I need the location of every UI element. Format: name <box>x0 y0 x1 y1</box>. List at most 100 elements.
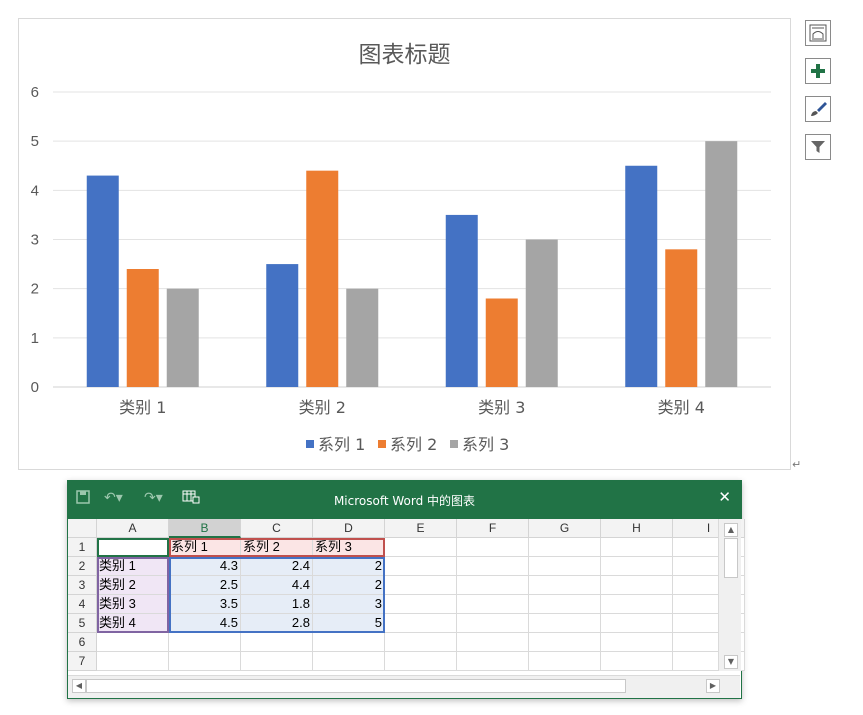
active-cell[interactable] <box>97 538 169 557</box>
grid-cell[interactable] <box>457 633 529 652</box>
bar[interactable] <box>166 288 199 387</box>
column-header[interactable]: H <box>601 519 673 538</box>
grid-cell[interactable] <box>601 633 673 652</box>
legend-swatch[interactable] <box>450 440 458 448</box>
grid-cell[interactable] <box>529 652 601 671</box>
grid-cell[interactable]: 2.4 <box>241 557 313 576</box>
x-category-label[interactable]: 类别 4 <box>658 398 705 417</box>
column-header[interactable]: C <box>241 519 313 538</box>
scroll-down-button[interactable]: ▼ <box>724 655 738 669</box>
grid-cell[interactable] <box>385 538 457 557</box>
column-header[interactable]: G <box>529 519 601 538</box>
bar[interactable] <box>266 264 299 387</box>
save-icon[interactable] <box>76 490 90 508</box>
scroll-left-button[interactable]: ◀ <box>72 679 86 693</box>
chart-styles-button[interactable] <box>805 96 831 122</box>
grid-cell[interactable] <box>313 633 385 652</box>
y-tick-label[interactable]: 0 <box>31 379 39 396</box>
row-header[interactable]: 2 <box>68 557 97 576</box>
legend-swatch[interactable] <box>306 440 314 448</box>
grid-cell[interactable] <box>457 557 529 576</box>
y-tick-label[interactable]: 4 <box>31 182 39 199</box>
grid-cell[interactable]: 4.4 <box>241 576 313 595</box>
grid-cell[interactable]: 1.8 <box>241 595 313 614</box>
grid-cell[interactable] <box>385 557 457 576</box>
grid-cell[interactable]: 类别 1 <box>97 557 169 576</box>
redo-icon[interactable]: ↷▾ <box>144 490 163 506</box>
chart-elements-button[interactable] <box>805 58 831 84</box>
column-header[interactable]: F <box>457 519 529 538</box>
grid-cell[interactable] <box>457 538 529 557</box>
bar[interactable] <box>306 170 339 387</box>
x-category-label[interactable]: 类别 2 <box>299 398 346 417</box>
row-header[interactable]: 4 <box>68 595 97 614</box>
grid-cell[interactable]: 4.3 <box>169 557 241 576</box>
x-category-label[interactable]: 类别 1 <box>119 398 166 417</box>
grid-cell[interactable]: 3.5 <box>169 595 241 614</box>
edit-data-in-excel-icon[interactable] <box>182 490 200 508</box>
grid-cell[interactable] <box>457 576 529 595</box>
row-header[interactable]: 1 <box>68 538 97 557</box>
grid-cell[interactable] <box>529 614 601 633</box>
x-category-label[interactable]: 类别 3 <box>478 398 525 417</box>
bar[interactable] <box>485 298 518 388</box>
chart-plot[interactable]: 0 1 2 3 4 5 6 类别 1 类别 2 类别 3 类别 4 系列 1 系列 2 系列 3 <box>19 19 792 471</box>
chart-layout-button[interactable] <box>805 20 831 46</box>
grid-cell[interactable] <box>601 576 673 595</box>
select-all-corner[interactable] <box>68 519 97 538</box>
grid-cell[interactable]: 类别 4 <box>97 614 169 633</box>
y-tick-label[interactable]: 3 <box>31 232 39 249</box>
bar[interactable] <box>445 214 478 387</box>
grid-cell[interactable] <box>529 595 601 614</box>
column-header[interactable]: D <box>313 519 385 538</box>
grid-cell[interactable] <box>385 576 457 595</box>
grid-cell[interactable]: 系列 2 <box>241 538 313 557</box>
column-header[interactable]: B <box>169 519 241 538</box>
vertical-scroll-thumb[interactable] <box>724 538 738 578</box>
row-header[interactable]: 5 <box>68 614 97 633</box>
grid-cell[interactable] <box>385 614 457 633</box>
grid-cell[interactable] <box>313 652 385 671</box>
grid-cell[interactable] <box>529 557 601 576</box>
bar[interactable] <box>346 288 379 387</box>
close-button[interactable]: ✕ <box>718 488 731 506</box>
grid-cell[interactable] <box>241 652 313 671</box>
chart-filters-button[interactable] <box>805 134 831 160</box>
bar[interactable] <box>86 175 119 387</box>
scroll-right-button[interactable]: ▶ <box>706 679 720 693</box>
grid-cell[interactable] <box>97 652 169 671</box>
grid-cell[interactable]: 系列 1 <box>169 538 241 557</box>
excel-title-bar[interactable]: ↶▾ ↷▾ Microsoft Word 中的图表 ✕ <box>68 481 741 519</box>
grid-cell[interactable]: 2.5 <box>169 576 241 595</box>
excel-window[interactable]: ↶▾ ↷▾ Microsoft Word 中的图表 ✕ A B C D E F G H I 1 系列… <box>67 480 745 699</box>
y-tick-label[interactable]: 2 <box>31 281 39 298</box>
column-header[interactable]: A <box>97 519 169 538</box>
bar[interactable] <box>625 165 658 387</box>
chart-title[interactable]: 图表标题 <box>358 42 451 68</box>
grid-cell[interactable] <box>385 595 457 614</box>
y-tick-label[interactable]: 6 <box>31 84 39 101</box>
grid-cell[interactable] <box>601 557 673 576</box>
grid-cell[interactable] <box>97 633 169 652</box>
bar[interactable] <box>665 249 698 387</box>
grid-cell[interactable] <box>529 576 601 595</box>
grid-cell[interactable] <box>169 633 241 652</box>
bar[interactable] <box>126 269 159 387</box>
column-header[interactable]: E <box>385 519 457 538</box>
grid-cell[interactable] <box>241 633 313 652</box>
legend-swatch[interactable] <box>378 440 386 448</box>
grid-cell[interactable] <box>601 595 673 614</box>
chart-area[interactable]: 图表标题 0 1 2 3 4 5 6 类别 1 类别 2 类别 3 类别 4 系列 1 系列 2 系列 3 <box>18 18 791 470</box>
grid-cell[interactable] <box>385 633 457 652</box>
bar[interactable] <box>525 239 558 388</box>
row-header[interactable]: 7 <box>68 652 97 671</box>
grid-cell[interactable]: 类别 3 <box>97 595 169 614</box>
grid-cell[interactable] <box>529 633 601 652</box>
grid-cell[interactable] <box>457 614 529 633</box>
grid-cell[interactable] <box>457 652 529 671</box>
grid-cell[interactable] <box>601 538 673 557</box>
scroll-up-button[interactable]: ▲ <box>724 523 738 537</box>
horizontal-scroll-thumb[interactable] <box>86 679 626 693</box>
legend-entry[interactable]: 系列 1 <box>318 435 365 454</box>
